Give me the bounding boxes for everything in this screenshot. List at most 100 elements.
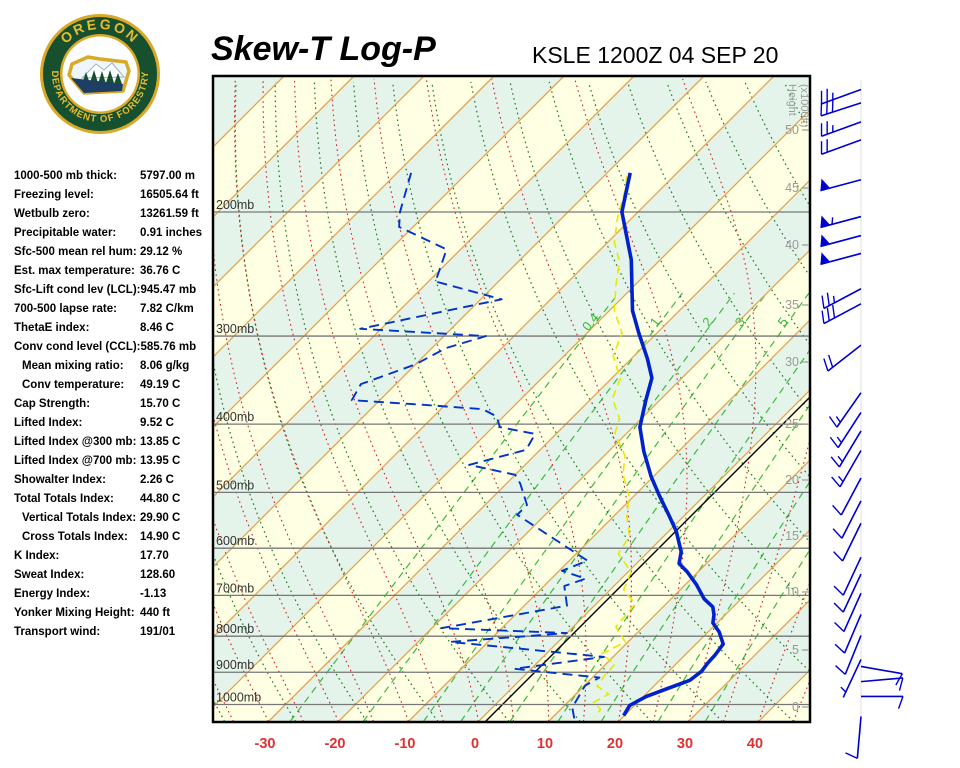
- stat-label: Freezing level:: [14, 188, 94, 201]
- wind-barb: [820, 139, 862, 155]
- wetbulb-line: [592, 176, 637, 718]
- stat-value: 9.52 C: [140, 416, 174, 429]
- stat-row: Vertical Totals Index: 29.90 C: [14, 508, 214, 527]
- stat-value: 29.12 %: [140, 245, 183, 258]
- wind-barb: [820, 252, 862, 266]
- stat-value: 0.91 inches: [140, 226, 203, 239]
- stat-row: Mean mixing ratio: 8.06 g/kg: [14, 356, 214, 375]
- stat-value: 2.26 C: [140, 473, 174, 486]
- stat-value: 36.76 C: [140, 264, 181, 277]
- stat-label: Showalter Index:: [14, 473, 107, 486]
- stat-row: Wetbulb zero: 13261.59 ft: [14, 204, 214, 223]
- stat-label: Yonker Mixing Height:: [14, 606, 135, 619]
- stat-value: 585.76 mb: [140, 340, 197, 353]
- stat-row: 700-500 lapse rate: 7.82 C/km: [14, 299, 214, 318]
- stat-value: 8.06 g/kg: [140, 359, 190, 372]
- stat-label: Lifted Index:: [14, 416, 83, 429]
- logo-water: [71, 78, 123, 93]
- stat-row: Conv temperature: 49.19 C: [14, 375, 214, 394]
- dry-adiabats: [213, 81, 810, 722]
- stat-row: Sfc-500 mean rel hum: 29.12 %: [14, 242, 214, 261]
- stat-value: 8.46 C: [140, 321, 174, 334]
- wind-barb: [835, 635, 862, 675]
- wind-barb: [829, 411, 862, 449]
- stat-row: Freezing level: 16505.64 ft: [14, 185, 214, 204]
- wind-barb-column: [820, 80, 904, 759]
- stat-value: 13261.59 ft: [140, 207, 199, 220]
- height-scale: 0 5 10 15 20 25 30 35 40 45 50 Height (x1000ft): [785, 84, 810, 714]
- wind-barb: [860, 665, 903, 686]
- stat-label: Lifted Index @700 mb:: [14, 454, 137, 467]
- stat-row: Sweat Index: 128.60: [14, 565, 214, 584]
- stat-value: 7.82 C/km: [140, 302, 194, 315]
- stat-value: 17.70: [140, 549, 169, 562]
- height-tick-label: 0: [792, 700, 799, 714]
- pressure-label: 300mb: [216, 322, 254, 336]
- stat-row: Sfc-Lift cond lev (LCL): 945.47 mb: [14, 280, 214, 299]
- wind-barb: [860, 677, 904, 691]
- zero-isotherm-line: [484, 396, 810, 722]
- wind-barb: [840, 659, 862, 698]
- wind-barb: [845, 716, 862, 759]
- temp-axis-label: -10: [395, 736, 416, 752]
- stat-label: Conv cond level (CCL):: [14, 340, 141, 353]
- wind-barb: [821, 303, 862, 325]
- height-axis-label-unit: (x1000ft): [798, 84, 810, 127]
- temp-axis-label: 30: [677, 736, 693, 752]
- wind-barb: [830, 430, 862, 468]
- stat-row: Lifted Index @700 mb: 13.95 C: [14, 451, 214, 470]
- stat-value: 14.90 C: [140, 530, 181, 543]
- height-tick-label: 25: [785, 417, 799, 431]
- stat-row: Showalter Index: 2.26 C: [14, 470, 214, 489]
- wind-barb: [834, 592, 862, 633]
- stat-label: Cap Strength:: [14, 397, 91, 410]
- page-title: Skew-T Log-P: [211, 30, 436, 68]
- stat-value: 13.95 C: [140, 454, 181, 467]
- pressure-labels: 200mb 300mb 400mb 500mb 600mb 700mb 800mb 900mb…: [216, 198, 261, 704]
- stat-row: K Index: 17.70: [14, 546, 214, 565]
- temperature-line: [620, 172, 725, 717]
- pressure-label: 800mb: [216, 622, 254, 636]
- height-axis-label: Height: [786, 84, 798, 116]
- dewpoint-line: [350, 172, 605, 719]
- stat-row: Total Totals Index: 44.80 C: [14, 489, 214, 508]
- stat-row: Lifted Index: 9.52 C: [14, 413, 214, 432]
- wind-barb: [820, 234, 862, 248]
- x-axis-labels: -30 -20 -10 0 10 20 30 40: [255, 736, 764, 752]
- height-tick-label: 40: [785, 238, 799, 252]
- stat-value: 191/01: [140, 625, 176, 638]
- height-tick-label: 35: [785, 298, 799, 312]
- stat-row: Cross Totals Index: 14.90 C: [14, 527, 214, 546]
- stat-value: 16505.64 ft: [140, 188, 199, 201]
- pressure-label: 700mb: [216, 581, 254, 595]
- stat-label: Sfc-500 mean rel hum:: [14, 245, 137, 258]
- wind-barb: [820, 178, 862, 192]
- pressure-label: 600mb: [216, 534, 254, 548]
- height-tick-label: 10: [785, 585, 799, 599]
- temp-axis-label: 10: [537, 736, 553, 752]
- stat-value: 15.70 C: [140, 397, 181, 410]
- height-tick-label: 45: [785, 181, 799, 195]
- temp-axis-label: -20: [325, 736, 346, 752]
- height-tick-label: 15: [785, 529, 799, 543]
- height-tick-label: 30: [785, 355, 799, 369]
- stat-label: Est. max temperature:: [14, 264, 135, 277]
- wind-barb: [861, 695, 904, 709]
- pressure-label: 500mb: [216, 478, 254, 492]
- stat-label: Lifted Index @300 mb:: [14, 435, 137, 448]
- stat-value: 440 ft: [140, 606, 171, 619]
- stat-value: 5797.00 m: [140, 169, 195, 182]
- temp-axis-label: 40: [747, 736, 763, 752]
- stat-label: K Index:: [14, 549, 60, 562]
- wind-barb: [821, 288, 862, 310]
- height-tick-label: 5: [792, 643, 799, 657]
- stat-value: -1.13: [140, 587, 167, 600]
- height-tick-label: 20: [785, 473, 799, 487]
- stat-row: Est. max temperature: 36.76 C: [14, 261, 214, 280]
- stat-value: 44.80 C: [140, 492, 181, 505]
- logo-oregon-state-emblem: [67, 55, 131, 95]
- moist-adiabats: [213, 78, 810, 722]
- temp-axis-label: 20: [607, 736, 623, 752]
- stat-value: 49.19 C: [140, 378, 181, 391]
